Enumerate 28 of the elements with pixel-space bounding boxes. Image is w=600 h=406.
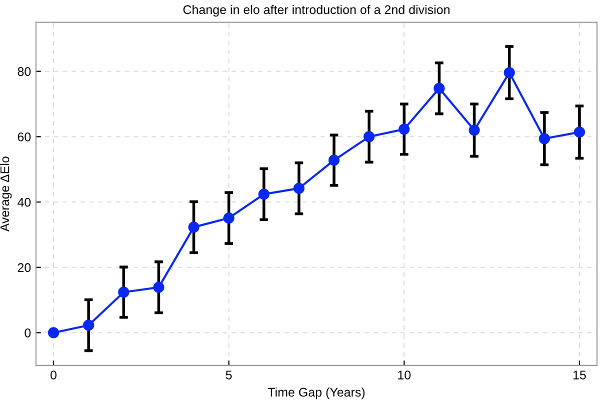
point (48, 327, 60, 338)
chart-title: Change in elo after introduction of a 2nd division (183, 4, 450, 17)
x-axis-title: Time Gap (Years) (268, 387, 365, 400)
point (364, 131, 375, 142)
y-axis-title: Average ΔElo (0, 156, 12, 232)
point (188, 222, 200, 233)
point (398, 124, 410, 135)
point (153, 282, 164, 293)
x-tick-label: 15 (573, 370, 586, 380)
x-tick-label: 5 (226, 370, 232, 380)
y-tick-label: 40 (18, 198, 31, 207)
point (83, 320, 94, 331)
point (258, 188, 270, 200)
y-tick-label: 20 (18, 263, 31, 272)
point (538, 133, 550, 144)
point (574, 126, 586, 138)
point (293, 182, 305, 194)
point (434, 82, 445, 94)
x-tick-label: 10 (398, 370, 411, 380)
y-tick-label: 0 (24, 328, 31, 338)
point (118, 286, 130, 298)
point (504, 67, 515, 78)
point (468, 124, 480, 136)
y-tick-label: 60 (18, 132, 31, 142)
point (223, 212, 234, 224)
y-tick-label: 80 (18, 67, 31, 76)
x-tick-label: 0 (50, 370, 57, 380)
point (328, 154, 340, 166)
